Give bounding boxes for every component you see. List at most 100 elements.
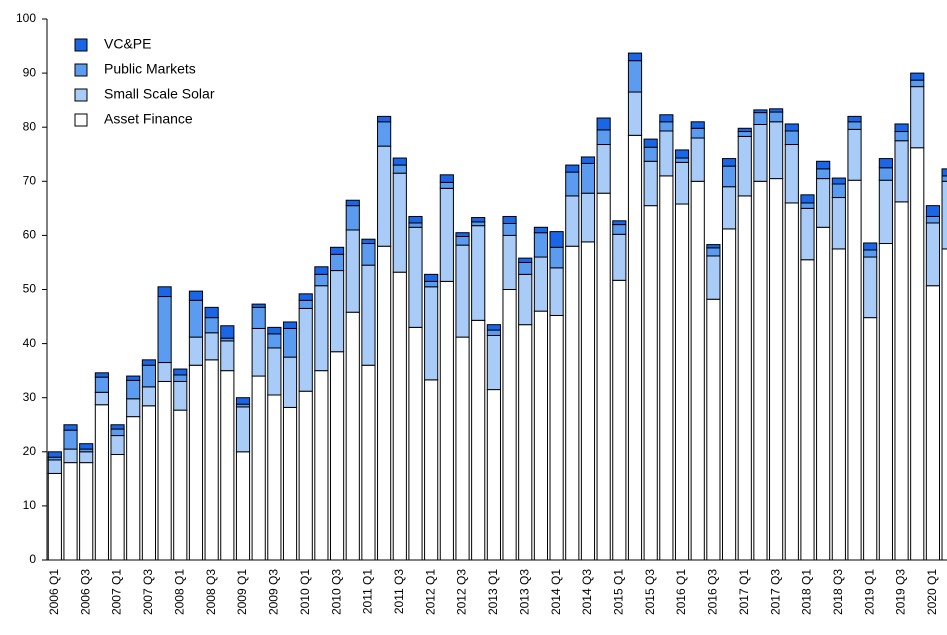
x-tick-label: 2012 Q1 xyxy=(423,569,437,615)
x-tick-label: 2016 Q3 xyxy=(706,569,720,615)
bar-segment xyxy=(565,164,580,173)
y-tick-label: 60 xyxy=(23,228,37,242)
bar-segment xyxy=(894,123,909,133)
x-tick-label: 2009 Q3 xyxy=(267,569,281,615)
bar-segment xyxy=(329,253,345,272)
bar-segment xyxy=(533,232,549,258)
bar-segment xyxy=(690,127,705,139)
x-tick-label: 2012 Q3 xyxy=(455,569,469,615)
bar-segment xyxy=(188,336,204,366)
bar-segment xyxy=(345,205,360,231)
bar-segment xyxy=(110,428,125,437)
bar-segment xyxy=(674,157,690,163)
bar-segment xyxy=(596,144,611,194)
bar-segment xyxy=(549,246,564,269)
bar-segment xyxy=(235,397,251,405)
bar-segment xyxy=(533,226,549,234)
bar-segment xyxy=(847,115,862,123)
x-tick-label: 2015 Q3 xyxy=(643,569,657,615)
bar-segment xyxy=(580,156,596,164)
bar-segment xyxy=(126,416,141,561)
bar-segment xyxy=(643,205,658,561)
bar-segment xyxy=(910,72,925,81)
bar-segment xyxy=(721,158,737,167)
bar-segment xyxy=(565,171,580,197)
bar-segment xyxy=(486,324,501,331)
bar-segment xyxy=(925,285,941,561)
bar-segment xyxy=(627,52,643,62)
bar-segment xyxy=(361,238,376,245)
bar-segment xyxy=(94,372,109,378)
bar-segment xyxy=(298,299,313,309)
bar-segment xyxy=(157,286,172,298)
bar-segment xyxy=(580,162,596,194)
bar-segment xyxy=(47,451,62,458)
bar-segment xyxy=(63,424,78,431)
bar-segment xyxy=(329,246,345,255)
bar-segment xyxy=(753,112,768,125)
bar-segment xyxy=(502,215,517,224)
bar-segment xyxy=(690,180,705,561)
bar-segment xyxy=(674,203,690,561)
bar-segment xyxy=(141,359,157,366)
bar-segment xyxy=(314,266,329,275)
bar-segment xyxy=(188,299,204,338)
bar-segment xyxy=(769,178,784,561)
bar-segment xyxy=(690,137,705,182)
legend-swatch xyxy=(74,113,88,127)
bar-segment xyxy=(204,332,219,361)
bar-segment xyxy=(863,256,878,319)
y-tick-label: 20 xyxy=(23,444,37,458)
bar-segment xyxy=(157,380,172,561)
bar-segment xyxy=(63,429,78,450)
bar-segment xyxy=(925,215,941,224)
y-tick-label: 40 xyxy=(23,336,37,350)
bar-segment xyxy=(910,86,925,149)
bar-segment xyxy=(643,138,658,148)
bar-segment xyxy=(282,321,298,329)
x-tick-label: 2011 Q3 xyxy=(392,569,406,614)
bar-segment xyxy=(126,379,141,400)
bar-segment xyxy=(863,249,878,258)
x-tick-label: 2008 Q1 xyxy=(172,569,186,615)
x-tick-label: 2018 Q1 xyxy=(800,569,814,615)
legend-label: Public Markets xyxy=(104,61,196,77)
bar-segment xyxy=(816,178,831,228)
bar-segment xyxy=(925,205,941,217)
bar-segment xyxy=(298,390,313,561)
bar-segment xyxy=(345,199,360,207)
x-tick-label: 2010 Q3 xyxy=(329,569,343,615)
bar-segment xyxy=(894,201,909,561)
bar-segment xyxy=(659,130,674,177)
bar-segment xyxy=(831,177,846,185)
bar-segment xyxy=(251,303,266,308)
x-tick-label: 2019 Q1 xyxy=(862,569,876,615)
bar-segment xyxy=(627,134,643,561)
x-tick-label: 2020 Q1 xyxy=(925,569,939,615)
bar-segment xyxy=(486,389,501,561)
bar-segment xyxy=(79,443,94,450)
bar-segment xyxy=(220,325,235,339)
bar-segment xyxy=(643,146,658,162)
bar-segment xyxy=(424,273,439,282)
bar-segment xyxy=(110,454,125,561)
bar-segment xyxy=(612,220,627,226)
bar-segment xyxy=(847,179,862,561)
bar-segment xyxy=(596,192,611,561)
bar-segment xyxy=(706,244,721,249)
bar-segment xyxy=(314,273,329,287)
bar-segment xyxy=(345,229,360,313)
x-tick-label: 2009 Q1 xyxy=(235,569,249,615)
bar-segment xyxy=(235,451,251,561)
bar-segment xyxy=(47,459,62,474)
bar-segment xyxy=(314,370,329,561)
x-tick-label: 2007 Q3 xyxy=(141,569,155,615)
bar-segment xyxy=(471,221,486,227)
bar-segment xyxy=(565,245,580,561)
bar-segment xyxy=(188,290,204,301)
bar-segment xyxy=(941,175,947,182)
bar-segment xyxy=(910,79,925,88)
legend-swatch xyxy=(74,38,88,52)
bar-segment xyxy=(878,158,893,169)
bar-segment xyxy=(549,314,564,561)
